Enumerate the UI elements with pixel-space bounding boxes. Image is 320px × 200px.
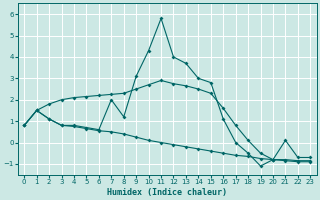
X-axis label: Humidex (Indice chaleur): Humidex (Indice chaleur) bbox=[107, 188, 227, 197]
